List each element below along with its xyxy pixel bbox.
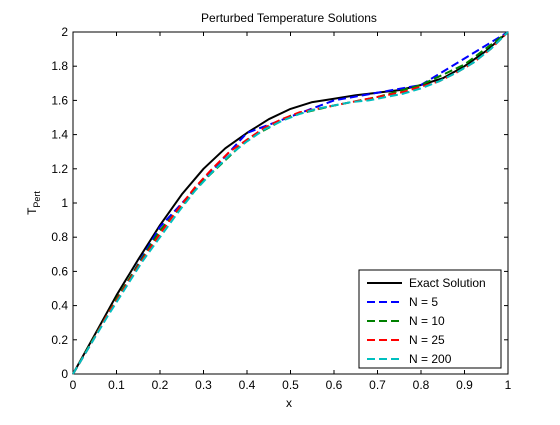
legend-items: Exact Solution N = 5 N = 10 N = 25 N = 200	[367, 276, 486, 366]
y-tick-label: 1.2	[51, 162, 68, 176]
x-tick-label: 0.3	[195, 378, 212, 392]
legend-label: N = 200	[409, 352, 452, 366]
legend-label: N = 25	[409, 333, 445, 347]
y-tick-label: 0	[61, 367, 68, 381]
y-axis-label-main: T	[25, 207, 39, 215]
y-tick-label: 1.6	[51, 93, 68, 107]
legend-label: Exact Solution	[409, 276, 486, 290]
y-axis-ticks: 0 0.2 0.4 0.6 0.8 1 1.2 1.4 1.6 1.8 2	[51, 25, 508, 381]
legend-label: N = 5	[409, 295, 438, 309]
x-axis-ticks: 0 0.1 0.2 0.3 0.4 0.5 0.6 0.7 0.8 0.9 1	[70, 32, 512, 392]
y-axis-label: TPert	[25, 191, 42, 215]
y-tick-label: 1	[61, 196, 68, 210]
series-line-0	[72, 31, 509, 375]
series-line-1	[72, 31, 509, 375]
x-tick-label: 0.4	[239, 378, 256, 392]
series-line-4	[72, 31, 509, 375]
series-line-3	[72, 31, 509, 375]
legend-label: N = 10	[409, 314, 445, 328]
legend: Exact Solution N = 5 N = 10 N = 25 N = 200	[358, 269, 502, 369]
y-tick-label: 0.2	[51, 333, 68, 347]
x-tick-label: 0.9	[456, 378, 473, 392]
y-axis-label-subscript: Pert	[32, 191, 42, 208]
x-tick-label: 1	[505, 378, 512, 392]
svg-text:TPert: TPert	[25, 191, 42, 215]
y-tick-label: 0.6	[51, 264, 68, 278]
series-lines	[72, 31, 509, 375]
y-tick-label: 1.4	[51, 128, 68, 142]
y-tick-label: 1.8	[51, 59, 68, 73]
x-tick-label: 0.8	[413, 378, 430, 392]
y-tick-label: 0.8	[51, 230, 68, 244]
x-tick-label: 0.1	[108, 378, 125, 392]
x-tick-label: 0	[70, 378, 77, 392]
x-tick-label: 0.6	[326, 378, 343, 392]
y-tick-label: 2	[61, 25, 68, 39]
chart-title: Perturbed Temperature Solutions	[201, 11, 377, 25]
x-tick-label: 0.5	[282, 378, 299, 392]
x-tick-label: 0.7	[369, 378, 386, 392]
y-tick-label: 0.4	[51, 299, 68, 313]
x-axis-label: x	[286, 396, 292, 410]
legend-box	[358, 269, 502, 369]
x-tick-label: 0.2	[152, 378, 169, 392]
